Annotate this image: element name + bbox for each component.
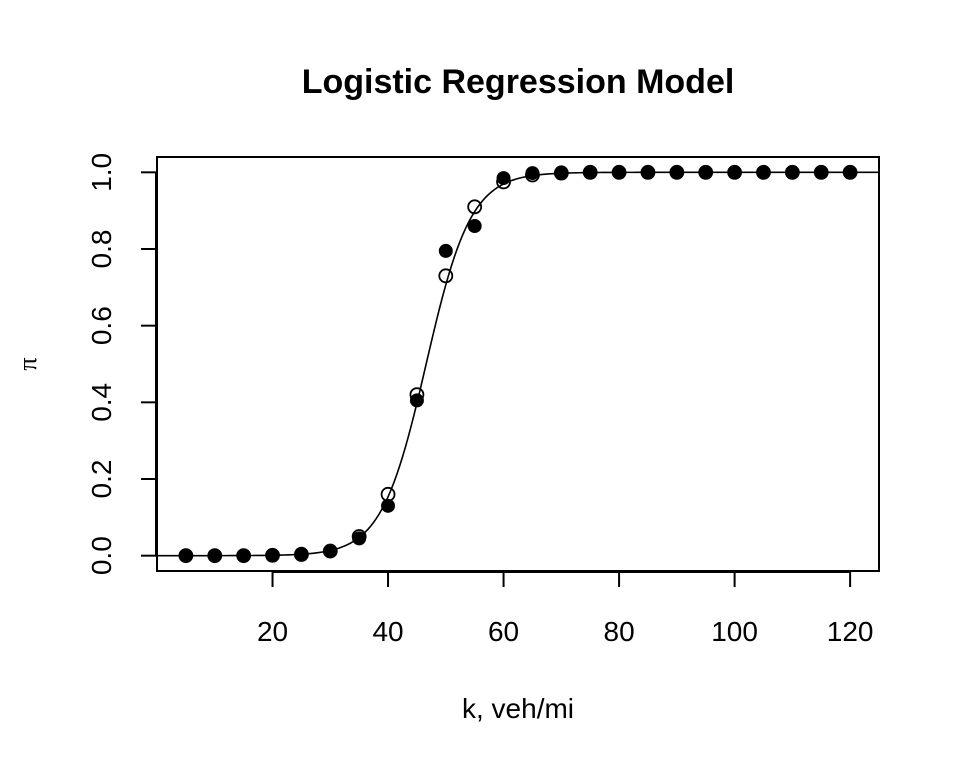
y-tick-label: 0.4	[86, 383, 117, 422]
points-layer	[178, 164, 858, 564]
x-tick-label: 60	[488, 616, 519, 647]
y-axis-label: π	[13, 357, 42, 370]
x-tick-label: 80	[604, 616, 635, 647]
filled-circle-point	[323, 544, 338, 559]
filled-circle-point	[525, 166, 540, 181]
open-circle-point	[467, 199, 483, 215]
y-axis: 0.0 0.2 0.4 0.6 0.8 1.0	[86, 153, 157, 575]
filled-circle-point	[583, 165, 598, 180]
filled-circle-point	[756, 165, 771, 180]
plot-frame	[156, 156, 880, 572]
y-tick-label: 0.6	[86, 306, 117, 345]
filled-circle-point	[496, 171, 511, 186]
filled-circle-point	[612, 165, 627, 180]
y-tick-label: 0.2	[86, 460, 117, 499]
fitted-curve-layer	[157, 171, 879, 557]
x-tick-label: 20	[257, 616, 288, 647]
filled-circle-point	[669, 165, 684, 180]
filled-circle-point	[352, 531, 367, 546]
y-tick-label: 0.8	[86, 230, 117, 269]
filled-circle-point	[236, 548, 251, 563]
filled-circle-point	[727, 165, 742, 180]
filled-circle-point	[381, 498, 396, 513]
y-tick-label: 1.0	[86, 153, 117, 192]
x-axis-label: k, veh/mi	[462, 693, 574, 724]
filled-circle-point	[438, 243, 453, 258]
filled-circle-point	[409, 393, 424, 408]
filled-circle-point	[294, 546, 309, 561]
filled-circle-point	[640, 165, 655, 180]
filled-circle-point	[265, 548, 280, 563]
filled-circle-point	[178, 548, 193, 563]
filled-circle-point	[467, 219, 482, 233]
open-circle-point	[438, 268, 454, 284]
x-axis: 20 40 60 80 100 120	[257, 571, 874, 647]
filled-circle-point	[207, 548, 222, 563]
filled-circle-point	[785, 165, 800, 180]
filled-circle-point	[698, 165, 713, 180]
fitted-logistic-curve	[157, 171, 879, 557]
x-tick-label: 120	[827, 616, 874, 647]
x-tick-label: 40	[372, 616, 403, 647]
filled-circle-point	[814, 165, 829, 180]
filled-circle-point	[554, 165, 569, 180]
y-tick-label: 0.0	[86, 536, 117, 575]
filled-circle-point	[843, 165, 858, 180]
x-tick-label: 100	[711, 616, 758, 647]
chart-title: Logistic Regression Model	[302, 63, 735, 101]
